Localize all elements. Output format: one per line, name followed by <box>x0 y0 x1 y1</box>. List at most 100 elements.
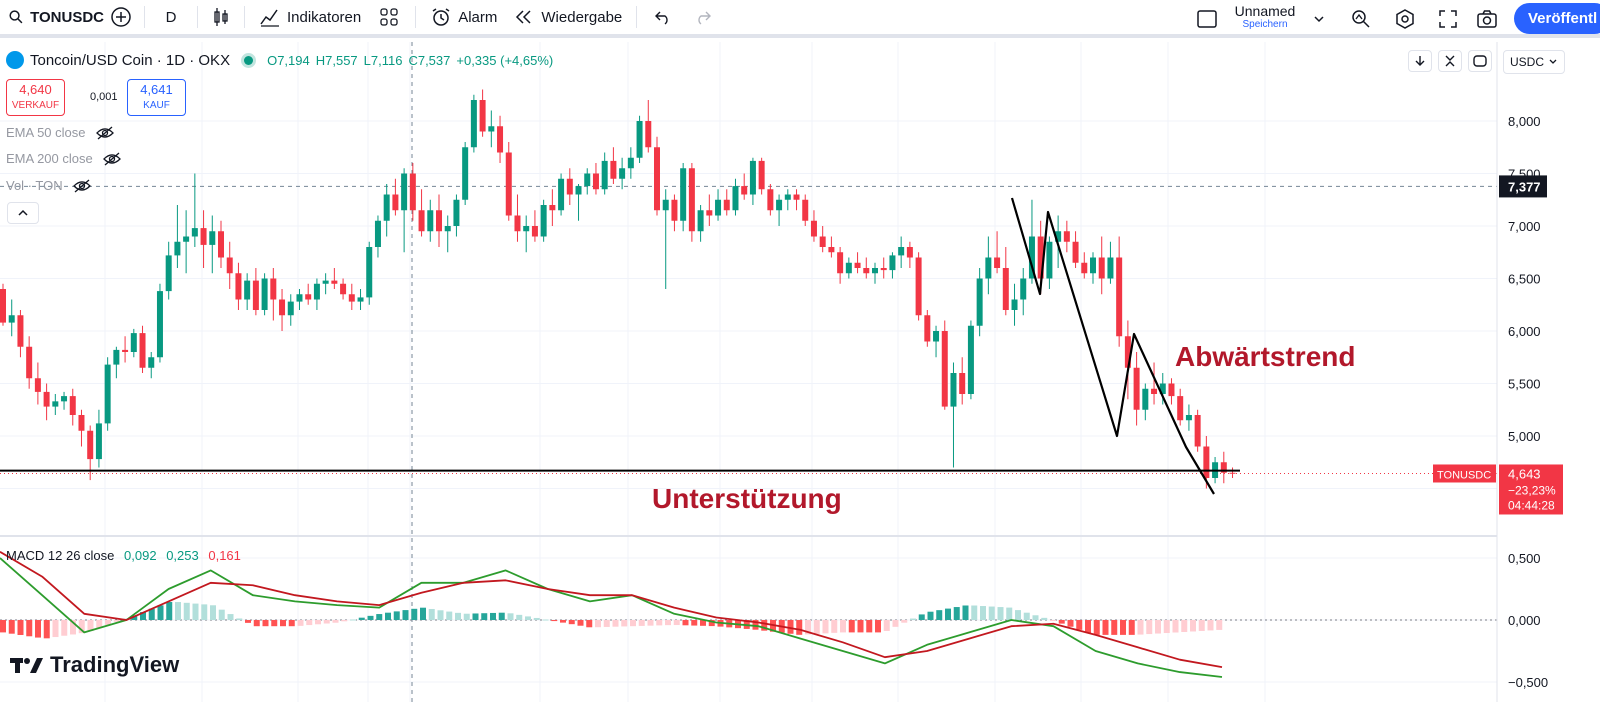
macd-line-value: 0,253 <box>166 548 199 563</box>
collapse-pane-button[interactable] <box>1438 50 1462 72</box>
chart-type-button[interactable] <box>204 0 238 34</box>
tradingview-logo-icon <box>10 658 43 673</box>
candle-body <box>837 252 844 274</box>
candle-body <box>1046 241 1053 279</box>
candle-body <box>313 283 320 300</box>
quick-search-button[interactable] <box>1350 2 1376 36</box>
macd-histogram-bar <box>96 620 103 629</box>
eye-hidden-icon[interactable] <box>102 152 121 166</box>
indicator-ema200[interactable]: EMA 200 close <box>6 151 121 166</box>
candle-body <box>226 257 233 274</box>
replay-button[interactable]: Wiedergabe <box>505 0 630 34</box>
candle-body <box>566 178 573 195</box>
symbol-search[interactable]: TONUSDC <box>0 0 104 34</box>
indicator-ema50[interactable]: EMA 50 close <box>6 125 114 140</box>
indicators-button[interactable]: Indikatoren <box>251 0 369 34</box>
macd-histogram-bar <box>455 612 461 620</box>
signal-line <box>0 551 1223 669</box>
macd-histogram-bar <box>1111 620 1118 635</box>
trend-annotation: Abwärtstrend <box>1175 341 1355 372</box>
macd-histogram-bar <box>560 620 566 623</box>
macd-histogram-bar <box>358 617 365 620</box>
buy-button[interactable]: 4,641 KAUF <box>127 79 186 116</box>
candle-body <box>488 126 495 132</box>
snapshot-button[interactable] <box>1476 2 1502 36</box>
macd-histogram-bar <box>306 620 313 626</box>
settings-button[interactable] <box>1394 2 1420 36</box>
macd-histogram-bar <box>1146 620 1153 635</box>
macd-histogram-bar <box>752 620 759 630</box>
symbol-legend: Toncoin/USD Coin · 1D · OKX O7,194 H7,55… <box>6 51 553 69</box>
publish-button[interactable]: Veröffentl <box>1514 3 1600 34</box>
redo-button[interactable] <box>683 0 723 34</box>
macd-histogram-bar <box>227 614 234 620</box>
candle-body <box>87 430 94 460</box>
layout-name-button[interactable]: Unnamed Speichern <box>1223 3 1307 35</box>
sell-button[interactable]: 4,640 VERKAUF <box>6 79 65 116</box>
macd-line <box>0 557 1223 678</box>
macd-histogram-bar <box>568 620 575 625</box>
macd-histogram-bar <box>621 620 628 627</box>
eye-hidden-icon[interactable] <box>95 126 114 140</box>
square-icon <box>1197 10 1217 28</box>
candle-body <box>994 257 1001 268</box>
candle-body <box>1011 299 1018 310</box>
macd-histogram-bar <box>1216 620 1223 630</box>
macd-histogram-bar <box>831 620 838 633</box>
tradingview-logo[interactable]: TradingView <box>10 652 179 678</box>
legend-close: C7,537 <box>408 52 451 68</box>
candle-body <box>287 301 294 316</box>
macd-legend[interactable]: MACD 12 26 close 0,092 0,253 0,161 <box>6 548 241 563</box>
macd-histogram-bar <box>1198 620 1205 631</box>
candle-body <box>1124 336 1131 368</box>
fullscreen-button[interactable] <box>1437 2 1463 36</box>
macd-histogram-bar <box>595 620 601 628</box>
gear-icon <box>1396 9 1414 29</box>
candle-body <box>8 315 15 323</box>
eye-hidden-icon[interactable] <box>72 179 91 193</box>
indicator-volume[interactable]: Vol · TON <box>6 178 91 193</box>
candle-body <box>523 226 530 232</box>
candle-body <box>906 247 913 258</box>
maximize-pane-button[interactable] <box>1468 50 1492 72</box>
candle-body <box>584 173 591 187</box>
macd-histogram-bar <box>280 620 286 627</box>
legend-title[interactable]: Toncoin/USD Coin · 1D · OKX <box>30 51 231 69</box>
macd-histogram-bar <box>463 613 470 620</box>
sell-price: 4,640 <box>19 82 52 97</box>
chevron-down-icon <box>1549 59 1557 64</box>
candle-body <box>401 173 408 211</box>
macd-histogram-bar <box>822 620 829 634</box>
macd-histogram-bar <box>157 605 164 620</box>
compare-symbol-button[interactable] <box>104 0 138 34</box>
candle-body <box>43 391 50 407</box>
candle-body <box>427 210 434 232</box>
scroll-down-button[interactable] <box>1408 50 1432 72</box>
layout-toggle-button[interactable] <box>1196 2 1222 36</box>
candle-body <box>828 247 835 253</box>
undo-button[interactable] <box>643 0 683 34</box>
layout-menu-button[interactable] <box>1312 2 1330 36</box>
macd-histogram-bar <box>1137 620 1144 635</box>
collapse-legend-button[interactable] <box>7 202 39 224</box>
camera-icon <box>1477 10 1497 28</box>
layouts-button[interactable] <box>369 0 409 34</box>
interval-button[interactable]: D <box>151 0 191 34</box>
chart-canvas[interactable]: 8,0007,5007,0006,5006,0005,5005,0000,500… <box>0 42 1600 702</box>
candle-body <box>505 152 512 216</box>
macd-histogram-bar <box>796 620 803 635</box>
candle-body <box>409 173 416 211</box>
candle-body <box>514 215 521 232</box>
macd-histogram-bar <box>962 605 969 620</box>
candle-body <box>592 173 599 190</box>
currency-selector[interactable]: USDC <box>1503 50 1565 74</box>
alarm-button[interactable]: Alarm <box>422 0 505 34</box>
candle-body <box>52 401 59 407</box>
candle-body <box>706 210 713 216</box>
macd-histogram-bar <box>1067 620 1074 627</box>
candle-body <box>540 205 547 237</box>
macd-histogram-bar <box>481 613 488 620</box>
candle-body <box>784 194 791 200</box>
spread-value: 0,001 <box>90 91 118 103</box>
candle-body <box>549 205 556 211</box>
